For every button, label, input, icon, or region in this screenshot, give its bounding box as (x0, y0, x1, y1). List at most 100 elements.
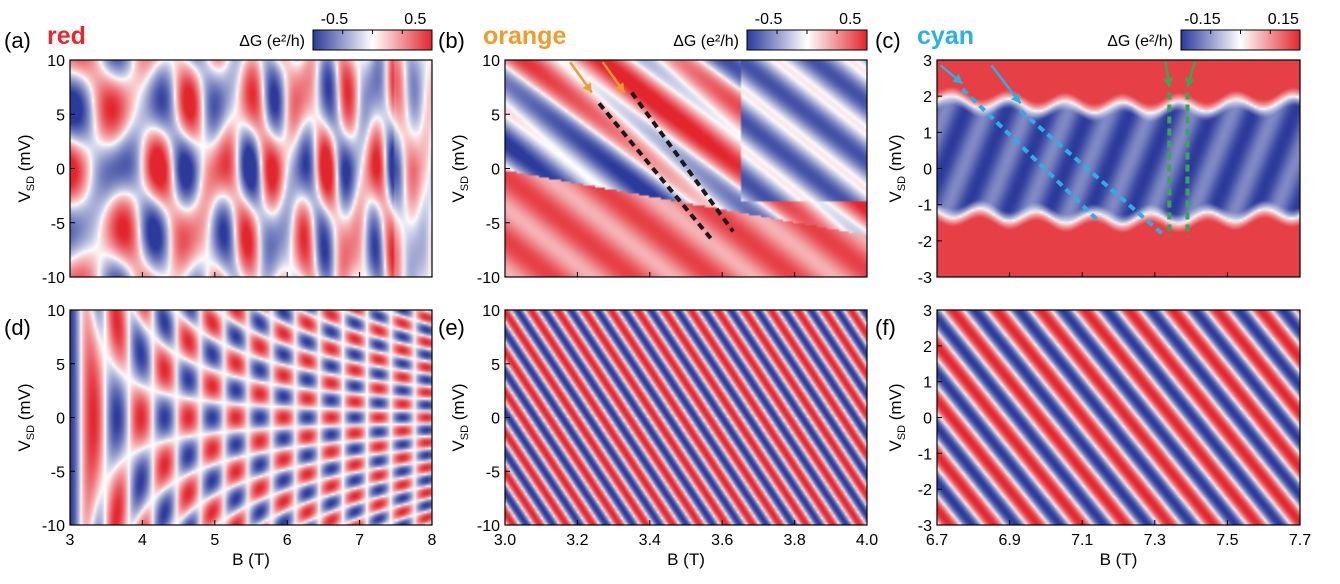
x-tick-label: 7.7 (1289, 532, 1311, 549)
x-axis-label: B (T) (667, 550, 705, 569)
y-tick-label: 5 (56, 357, 65, 374)
x-tick-label: 8 (428, 532, 437, 549)
panel-f: 3 2 1 0 -1 -2 -36.7 6.9 7.1 7.3 7.5 7.7 B (T) VSD (mV… (875, 303, 1311, 569)
arrow-head (952, 73, 963, 84)
y-tick-label: 3 (923, 303, 932, 320)
panel-c: 3 2 1 0 -1 -2 -3 VSD (mV) (c) cyan -0.15 0.15 ΔG (e²… (875, 11, 1301, 287)
y-tick-label: -1 (918, 446, 932, 463)
y-tick-label: -5 (486, 464, 500, 481)
y-axis-label: VSD (mV) (886, 383, 908, 451)
y-tick-label: 0 (923, 411, 932, 428)
y-tick-label: 2 (923, 339, 932, 356)
y-axis-label: VSD (mV) (449, 383, 471, 451)
panel-letter: (b) (438, 28, 465, 53)
y-tick-label: 1 (923, 125, 932, 142)
heatmap-b (505, 60, 867, 277)
y-tick-label: 0 (491, 411, 500, 428)
x-tick-label: 3.4 (639, 532, 661, 549)
x-tick-label: 3 (66, 532, 75, 549)
y-tick-label: -1 (918, 198, 932, 215)
y-tick-label: -10 (477, 270, 500, 287)
y-tick-label: 10 (47, 53, 65, 70)
dashed-guide-line (961, 87, 1102, 225)
x-tick-label: 6.9 (998, 532, 1020, 549)
panel-a: 10 5 0 -5 -10 VSD (mV) (a) red -0.5 0.5 ΔG (e²/h) (4, 11, 433, 287)
colorbar-max-label: 0.5 (404, 11, 426, 28)
colorbar-min-label: -0.5 (755, 11, 783, 28)
y-tick-label: -3 (918, 270, 932, 287)
y-tick-label: 0 (56, 162, 65, 179)
panel-letter: (d) (4, 315, 31, 340)
panel-tag: cyan (917, 22, 974, 50)
y-tick-label: 0 (923, 162, 932, 179)
x-tick-label: 7.3 (1144, 532, 1166, 549)
panel-tag: red (47, 22, 86, 50)
arrow-head (1163, 77, 1173, 88)
y-tick-label: 0 (491, 162, 500, 179)
panel-b: 10 5 0 -5 -10 VSD (mV) (b) orange -0.5 0.5 ΔG (e²/… (438, 11, 868, 287)
y-tick-label: -10 (42, 518, 65, 535)
y-tick-label: -5 (51, 464, 65, 481)
colorbar-max-label: 0.15 (1268, 11, 1299, 28)
x-tick-label: 5 (210, 532, 219, 549)
x-tick-label: 4.0 (856, 532, 878, 549)
heatmap-c (937, 60, 1300, 277)
panel-d: 10 5 0 -5 -103 4 5 6 7 8 B (T) VSD (mV) (d) (4, 303, 437, 569)
y-tick-label: 10 (482, 53, 500, 70)
x-tick-label: 3.0 (494, 532, 516, 549)
colorbar-title: ΔG (e²/h) (239, 33, 305, 50)
heatmap-e (505, 310, 867, 525)
y-tick-label: 2 (923, 89, 932, 106)
colorbar-min-label: -0.15 (1184, 11, 1221, 28)
x-tick-label: 3.2 (566, 532, 588, 549)
x-tick-label: 6.7 (926, 532, 948, 549)
x-tick-label: 7 (355, 532, 364, 549)
panel-letter: (f) (875, 315, 896, 340)
y-tick-label: 1 (923, 375, 932, 392)
dashed-guide-line (630, 91, 735, 233)
panel-tag: orange (483, 22, 566, 50)
y-axis-label: VSD (mV) (15, 134, 37, 202)
y-tick-label: -2 (918, 482, 932, 499)
heatmap-f (937, 310, 1300, 525)
y-tick-label: -10 (42, 270, 65, 287)
x-tick-label: 4 (138, 532, 147, 549)
y-tick-label: 10 (482, 303, 500, 320)
y-axis-label: VSD (mV) (886, 134, 908, 202)
y-axis-label: VSD (mV) (449, 134, 471, 202)
arrow-head (582, 82, 592, 93)
y-tick-label: -3 (918, 518, 932, 535)
dashed-guide-line (597, 102, 713, 241)
y-tick-label: -10 (477, 518, 500, 535)
x-tick-label: 3.6 (711, 532, 733, 549)
arrow-head (1185, 77, 1195, 88)
heatmap-a (70, 60, 432, 277)
arrow-head (1011, 93, 1021, 104)
x-tick-label: 6 (283, 532, 292, 549)
y-tick-label: 3 (923, 53, 932, 70)
x-tick-label: 3.8 (783, 532, 805, 549)
x-axis-label: B (T) (232, 550, 270, 569)
y-tick-label: -5 (51, 216, 65, 233)
y-tick-label: 5 (491, 107, 500, 124)
y-axis-label: VSD (mV) (15, 383, 37, 451)
y-tick-label: -5 (486, 216, 500, 233)
arrow-head (615, 82, 625, 93)
dashed-guide-line (1019, 109, 1164, 236)
y-tick-label: 5 (56, 107, 65, 124)
x-tick-label: 7.1 (1071, 532, 1093, 549)
colorbar-title: ΔG (e²/h) (673, 33, 739, 50)
panel-e: 10 5 0 -5 -103.0 3.2 3.4 3.6 3.8 4.0 B (T) VSD (mV)… (438, 303, 878, 569)
y-tick-label: 10 (47, 303, 65, 320)
colorbar-title: ΔG (e²/h) (1107, 33, 1173, 50)
panel-letter: (c) (875, 28, 901, 53)
x-tick-label: 7.5 (1216, 532, 1238, 549)
y-tick-label: 5 (491, 357, 500, 374)
y-tick-label: 0 (56, 411, 65, 428)
y-tick-label: -2 (918, 234, 932, 251)
colorbar-max-label: 0.5 (839, 11, 861, 28)
heatmap-d (70, 310, 432, 525)
panel-letter: (e) (438, 315, 465, 340)
x-axis-label: B (T) (1100, 550, 1138, 569)
